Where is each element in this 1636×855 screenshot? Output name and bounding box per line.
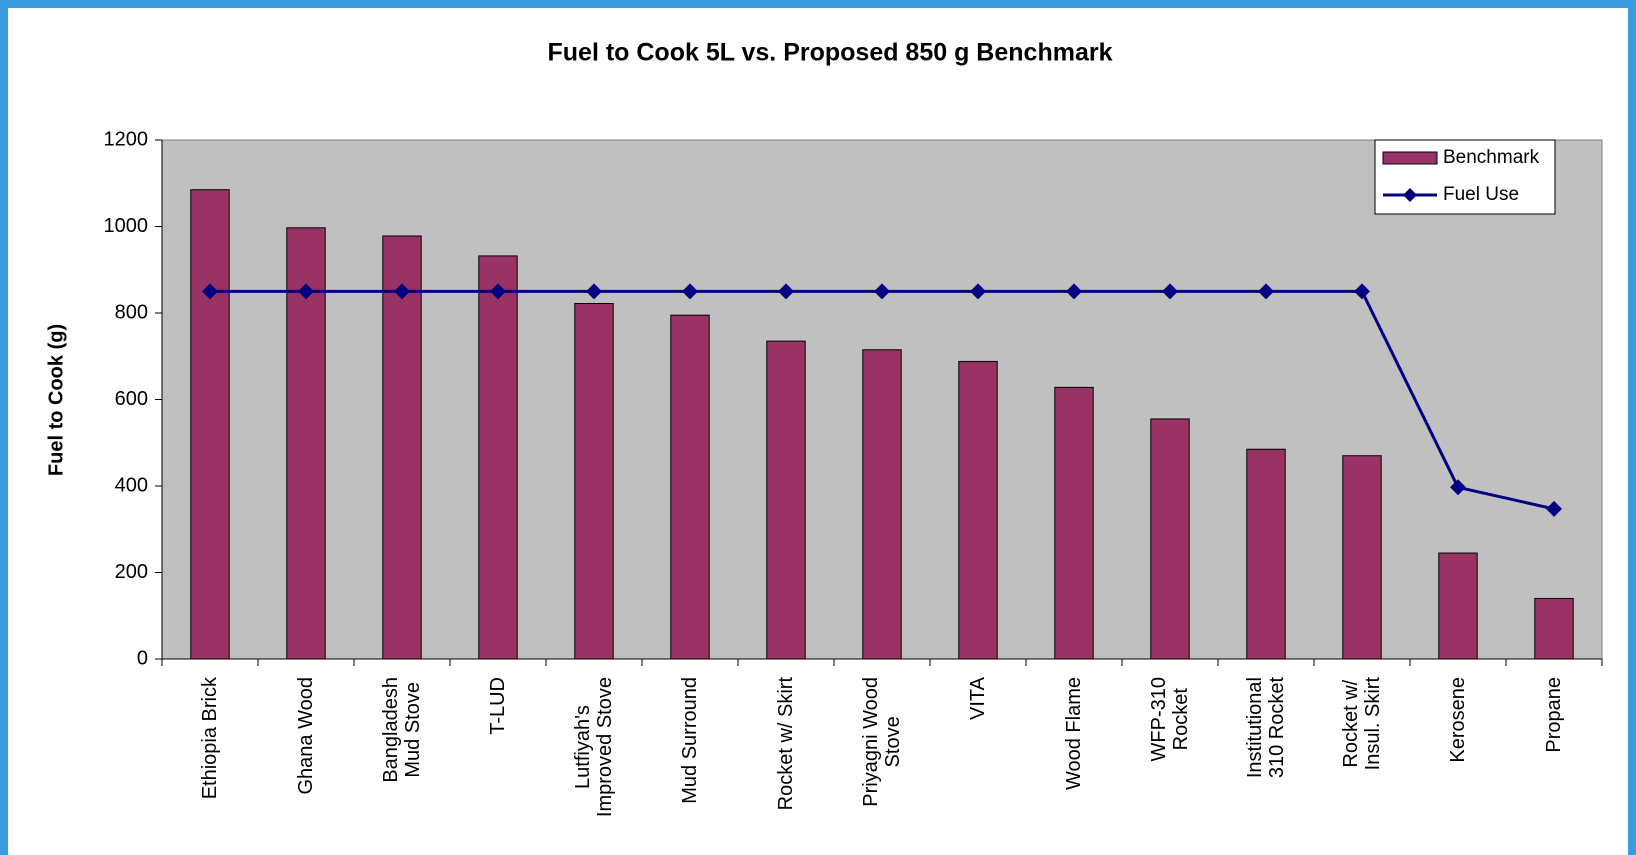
x-tick-label: Rocket w/ Skirt — [775, 677, 797, 811]
x-tick-label: Mud Surround — [679, 677, 701, 804]
line-marker — [874, 283, 890, 300]
line-marker — [682, 283, 698, 300]
bar — [382, 235, 422, 660]
legend-label: Fuel Use — [1443, 184, 1519, 205]
bar — [1438, 552, 1478, 660]
chart-title: Fuel to Cook 5L vs. Proposed 850 g Bench… — [548, 39, 1113, 67]
y-tick-label: 0 — [137, 647, 148, 669]
line-marker — [970, 283, 986, 300]
line-marker — [1162, 283, 1178, 300]
bar — [1054, 386, 1094, 660]
bar — [286, 227, 326, 660]
y-tick-label: 200 — [115, 561, 148, 583]
line-marker — [1450, 479, 1466, 496]
bar — [478, 255, 518, 660]
bar — [1246, 448, 1286, 660]
y-tick-label: 800 — [115, 301, 148, 323]
y-tick-label: 1200 — [104, 128, 149, 150]
bar — [574, 302, 614, 660]
line-marker — [202, 283, 218, 300]
line-marker — [1546, 500, 1562, 517]
line-marker — [778, 283, 794, 300]
line-marker — [1354, 283, 1370, 300]
bar — [766, 340, 806, 660]
bar — [1342, 455, 1382, 660]
bar — [670, 314, 710, 660]
y-tick-label: 1000 — [104, 215, 149, 237]
x-tick-label: Bangladesh Mud Stove — [380, 677, 424, 783]
x-tick-label: Wood Flame — [1063, 677, 1085, 791]
x-tick-label: T-LUD — [487, 677, 509, 735]
x-tick-label: Ghana Wood — [295, 677, 317, 795]
y-tick-label: 400 — [115, 474, 148, 496]
legend-swatch — [1382, 151, 1438, 165]
line-marker — [490, 283, 506, 300]
bar — [1534, 597, 1574, 660]
x-tick-label: Institutional 310 Rocket — [1244, 677, 1288, 779]
legend-label: Benchmark — [1443, 147, 1540, 168]
x-tick-label: Propane — [1543, 677, 1565, 753]
y-axis-label: Fuel to Cook (g) — [45, 324, 67, 476]
x-tick-label: WFP-310 Rocket — [1148, 677, 1192, 762]
bar — [1150, 418, 1190, 660]
legend-marker — [1403, 188, 1417, 202]
line-marker — [394, 283, 410, 300]
x-tick-label: Ethiopia Brick — [199, 677, 221, 800]
bar — [862, 349, 902, 660]
line-marker — [298, 283, 314, 300]
x-tick-label: Priyagni Wood Stove — [860, 677, 904, 807]
y-tick-label: 600 — [115, 388, 148, 410]
line-marker — [586, 283, 602, 300]
x-tick-label: Rocket w/ Insul. Skirt — [1340, 677, 1384, 771]
line-marker — [1066, 283, 1082, 300]
bar — [190, 189, 230, 660]
x-tick-label: Kerosene — [1447, 677, 1469, 763]
bar — [958, 360, 998, 660]
x-tick-label: VITA — [967, 677, 989, 720]
line-marker — [1258, 283, 1274, 300]
x-tick-label: Lutfiyah's Improved Stove — [572, 677, 616, 818]
